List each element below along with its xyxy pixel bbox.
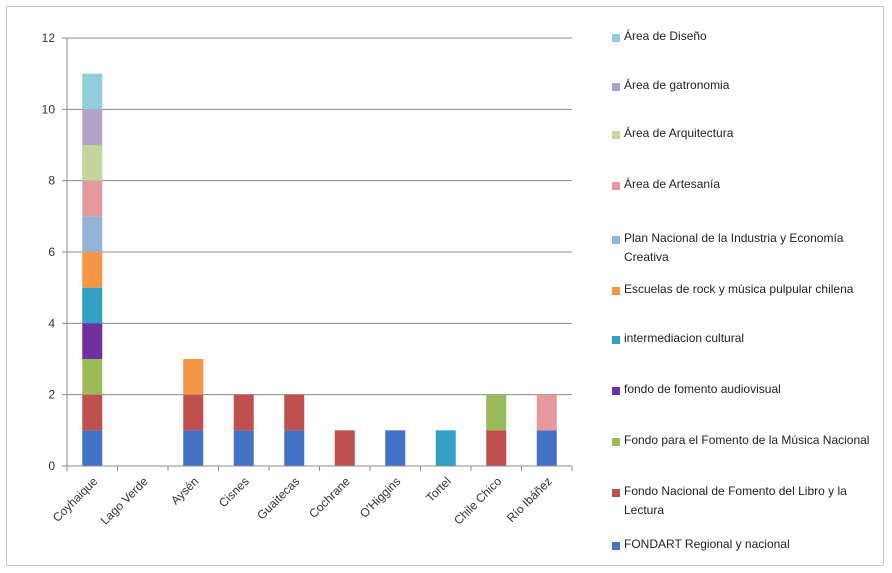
bar-aysen-fondart-regional-y-nacional [183,430,204,466]
legend-label: fondo de fomento audiovisual [624,382,781,396]
x-tick-label-chile-chico: Chile Chico [451,474,505,528]
bar-coyhaique-area-de-arquitectura [82,145,103,181]
y-tick-label-4: 4 [48,316,55,330]
x-tick-label-aysen: Aysén [168,474,201,507]
legend-item-plan-nacional-de-la-industria-y-economia-creativa: Plan Nacional de la Industria y Economía… [612,231,890,267]
legend: Área de Diseño Área de gatronomia Área de … [612,0,892,573]
bar-aysen-fondo-nacional-de-fomento-del-libro-y-la-lectura [183,394,204,431]
legend-swatch [612,287,620,295]
legend-label: Fondo para el Fomento de la Música Nacio… [624,433,870,447]
legend-swatch [612,489,620,497]
axes [62,37,573,471]
x-tick-label-tortel: Tortel [423,474,454,505]
legend-item-fondo-para-el-fomento-de-la-musica-nacional: Fondo para el Fomento de la Música Nacio… [612,433,890,450]
legend-label: Área de gatronomia [624,78,730,92]
bar-rio-ibanez-area-de-artesania [536,394,557,431]
chart-frame [6,6,884,566]
bar-cisnes-fondart-regional-y-nacional [233,430,254,466]
legend-swatch [612,438,620,446]
legend-swatch [612,182,620,190]
bars [82,73,557,466]
x-tick-label-guaitecas: Guaitecas [254,474,302,522]
legend-item-area-de-diseno: Área de Diseño [612,29,890,46]
bar-coyhaique-area-de-diseno [82,73,103,110]
legend-item-fondo-nacional-de-fomento-del-libro-y-la-lectura: Fondo Nacional de Fomento del Libro y la… [612,484,890,520]
bar-guaitecas-fondo-nacional-de-fomento-del-libro-y-la-lectura [284,394,305,431]
legend-item-area-de-gatronomia: Área de gatronomia [612,78,890,95]
bar-chile-chico-fondo-para-el-fomento-de-la-musica-nacional [486,394,507,431]
legend-item-fondo-de-fomento-audiovisual: fondo de fomento audiovisual [612,382,890,399]
x-tick-label-coyhaique: Coyhaique [50,474,101,525]
bar-coyhaique-escuelas-de-rock-y-musica-pulpular-chilena [82,252,103,288]
bar-coyhaique-intermediacion-cultural [82,287,103,324]
legend-label: Área de Arquitectura [624,126,734,140]
bar-coyhaique-fondart-regional-y-nacional [82,430,103,466]
x-tick-label-cochrane: Cochrane [306,474,353,521]
legend-swatch [612,236,620,244]
bar-chile-chico-fondo-nacional-de-fomento-del-libro-y-la-lectura [486,430,507,466]
legend-label: FONDART Regional y nacional [624,537,790,551]
legend-swatch [612,387,620,395]
legend-label: Escuelas de rock y música pulpular chile… [624,282,854,296]
bar-cisnes-fondo-nacional-de-fomento-del-libro-y-la-lectura [233,394,254,431]
bar-coyhaique-area-de-gatronomia [82,109,103,145]
bar-coyhaique-fondo-para-el-fomento-de-la-musica-nacional [82,359,103,395]
bar-guaitecas-fondart-regional-y-nacional [284,430,305,466]
legend-item-area-de-artesania: Área de Artesanía [612,177,890,194]
bar-coyhaique-fondo-nacional-de-fomento-del-libro-y-la-lectura [82,394,103,431]
legend-swatch [612,336,620,344]
x-tick-label-lago-verde: Lago Verde [98,474,152,528]
bar-aysen-escuelas-de-rock-y-musica-pulpular-chilena [183,359,204,395]
legend-item-fondart-regional-y-nacional: FONDART Regional y nacional [612,537,890,554]
bar-tortel-intermediacion-cultural [435,430,456,466]
y-tick-label-10: 10 [42,102,56,116]
legend-item-area-de-arquitectura: Área de Arquitectura [612,126,890,143]
x-tick-label-rio-ibanez: Río Ibáñez [504,474,555,525]
legend-label: intermediacion cultural [624,331,745,345]
bar-coyhaique-fondo-de-fomento-audiovisual [82,323,103,359]
y-tick-label-2: 2 [48,388,55,402]
legend-label: Área de Diseño [624,29,707,43]
y-tick-labels: 0 2 4 6 8 10 12 [42,31,56,473]
y-tick-label-6: 6 [48,245,55,259]
bar-cochrane-fondo-nacional-de-fomento-del-libro-y-la-lectura [334,430,355,466]
bar-o-higgins-fondart-regional-y-nacional [385,430,406,466]
legend-label: Plan Nacional de la Industria y Economía… [624,231,844,264]
grid-lines [67,37,572,396]
legend-swatch [612,83,620,91]
x-tick-label-cisnes: Cisnes [216,474,252,510]
bar-coyhaique-plan-nacional-de-la-industria-y-economia-creativa [82,216,103,252]
y-tick-label-0: 0 [48,459,55,473]
legend-label: Área de Artesanía [624,177,721,191]
legend-label: Fondo Nacional de Fomento del Libro y la… [624,484,847,517]
legend-swatch [612,542,620,550]
legend-swatch [612,131,620,139]
bar-coyhaique-area-de-artesania [82,180,103,217]
bar-rio-ibanez-fondart-regional-y-nacional [536,430,557,466]
legend-item-intermediacion-cultural: intermediacion cultural [612,331,890,348]
legend-item-escuelas-de-rock-y-musica-pulpular-chilena: Escuelas de rock y música pulpular chile… [612,282,890,299]
y-tick-label-12: 12 [42,31,56,45]
x-tick-label-o-higgins: O'Higgins [357,474,403,520]
legend-swatch [612,34,620,42]
y-tick-label-8: 8 [48,174,55,188]
